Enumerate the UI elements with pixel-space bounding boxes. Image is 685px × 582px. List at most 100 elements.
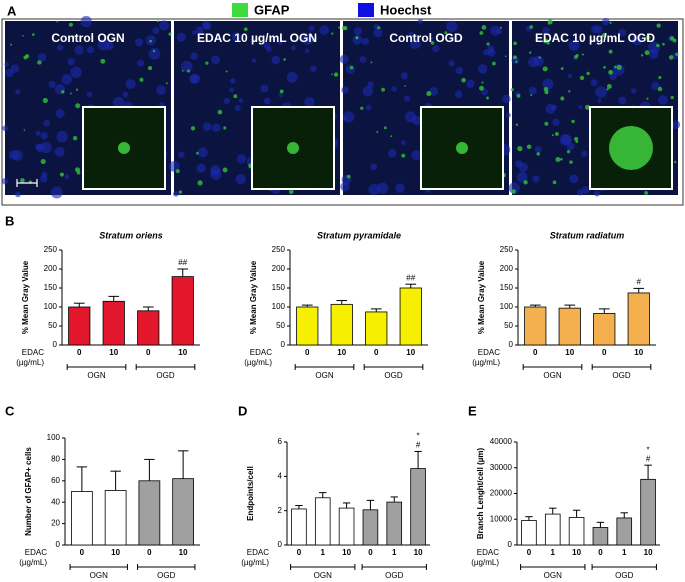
nucleus: [446, 20, 458, 33]
bar: [365, 311, 388, 346]
nucleus: [125, 79, 136, 90]
astrocyte: [646, 97, 649, 100]
astrocyte: [225, 70, 228, 73]
astrocyte: [100, 58, 106, 64]
nucleus: [176, 32, 186, 42]
astrocyte: [360, 106, 364, 110]
panel-letter: E: [468, 403, 477, 418]
astrocyte: [222, 167, 228, 173]
nucleus: [577, 189, 584, 196]
astrocyte: [370, 61, 373, 64]
nucleus: [168, 160, 180, 172]
astrocyte: [674, 160, 677, 164]
astrocyte: [156, 20, 159, 23]
astrocyte: [579, 75, 585, 81]
nucleus: [528, 56, 539, 68]
x-tick-label: 10: [179, 548, 188, 557]
nucleus: [400, 72, 408, 80]
nucleus: [362, 86, 373, 97]
x-tick-label: 0: [527, 548, 532, 557]
y-tick-label: 50: [276, 321, 285, 330]
bar: [568, 517, 585, 546]
nucleus: [152, 27, 160, 35]
y-tick-label: 6: [278, 437, 283, 446]
bar: [592, 527, 609, 546]
astrocyte: [656, 43, 660, 48]
panel-letter: B: [5, 213, 14, 228]
nucleus: [35, 130, 41, 136]
x-tick-label: 0: [80, 548, 85, 557]
astrocyte: [584, 104, 590, 110]
bar: [410, 468, 426, 546]
astrocyte: [165, 82, 168, 85]
nucleus: [417, 18, 423, 24]
nucleus: [271, 55, 281, 65]
group-bracket: [290, 564, 356, 570]
astrocyte: [491, 61, 496, 66]
nucleus: [400, 140, 406, 145]
bar: [521, 520, 537, 546]
astrocyte: [355, 36, 359, 40]
nucleus: [235, 173, 246, 185]
astrocyte: [381, 87, 385, 92]
nucleus: [48, 80, 56, 89]
x-tick-label: 0: [77, 348, 82, 357]
panel-letter: A: [7, 3, 17, 18]
group-label: OGD: [157, 571, 175, 580]
astrocyte: [233, 94, 238, 99]
chart-title: Stratum pyramidale: [317, 230, 401, 240]
nucleus: [496, 28, 503, 35]
astrocyte: [575, 54, 579, 57]
astrocyte: [479, 31, 484, 35]
astrocyte: [552, 180, 557, 185]
nucleus: [61, 74, 73, 85]
nucleus: [148, 47, 161, 60]
nucleus: [263, 97, 271, 105]
astrocyte: [42, 97, 48, 103]
group-label: OGN: [315, 371, 333, 380]
bar: [314, 497, 331, 546]
x-axis-label: EDAC: [22, 348, 44, 357]
legend-swatch: [358, 3, 374, 17]
y-tick-label: 20000: [490, 489, 513, 498]
x-axis-label: EDAC: [478, 348, 500, 357]
nucleus: [343, 116, 348, 121]
x-axis-unit: (µg/mL): [472, 358, 500, 367]
nucleus: [56, 44, 64, 51]
astrocyte: [640, 54, 644, 57]
nucleus: [409, 38, 421, 49]
x-axis-unit: (µg/mL): [241, 558, 269, 567]
group-label: OGD: [385, 571, 403, 580]
astrocyte: [510, 88, 514, 92]
bar: [104, 490, 127, 546]
astrocyte: [72, 136, 78, 141]
nucleus: [181, 60, 193, 73]
nucleus: [304, 97, 315, 108]
inset-cell: [456, 142, 468, 154]
nucleus: [278, 40, 283, 46]
y-tick-label: 0: [278, 540, 283, 549]
nucleus: [601, 17, 610, 26]
nucleus: [202, 20, 211, 30]
astrocyte: [75, 88, 79, 91]
group-label: OGD: [612, 371, 630, 380]
astrocyte: [346, 174, 351, 179]
bar: [544, 513, 561, 546]
nucleus: [80, 15, 92, 28]
astrocyte: [644, 50, 650, 56]
nucleus: [304, 48, 310, 54]
nucleus: [618, 96, 627, 105]
x-tick-label: 0: [147, 548, 152, 557]
astrocyte: [555, 157, 561, 163]
y-tick-label: 40: [51, 497, 60, 506]
nucleus: [286, 71, 298, 83]
astrocyte: [243, 27, 248, 32]
y-tick-label: 60: [51, 476, 60, 485]
nucleus: [502, 94, 511, 104]
astrocyte: [68, 22, 73, 27]
y-tick-label: 0: [53, 340, 58, 349]
panel-frame: [1, 18, 684, 206]
astrocyte: [499, 26, 503, 29]
x-tick-label: 1: [392, 548, 397, 557]
nucleus: [454, 90, 463, 99]
